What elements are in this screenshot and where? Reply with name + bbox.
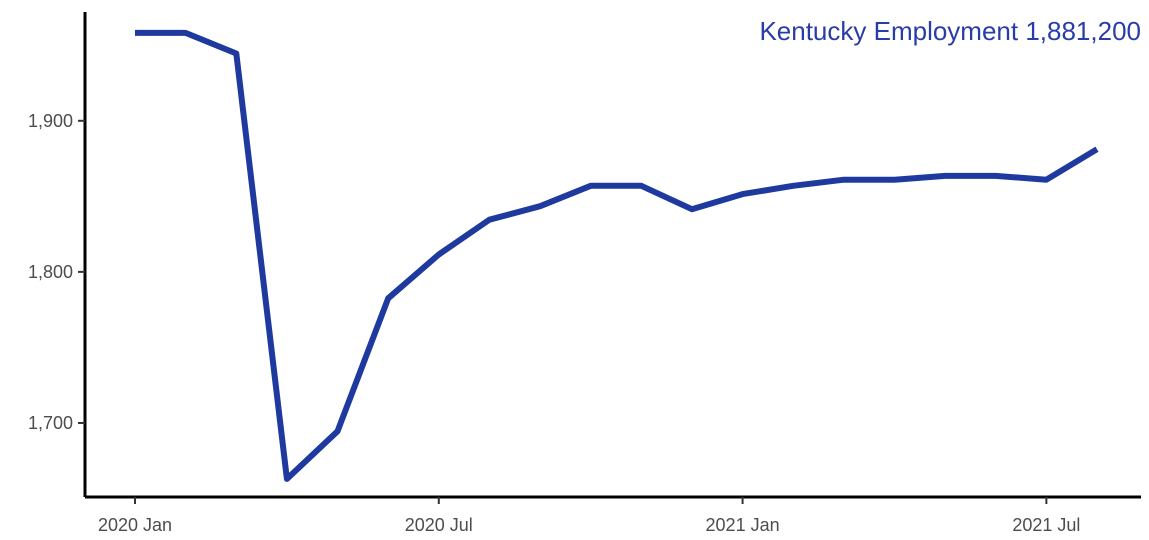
series-line [135,29,1099,482]
x-tick-label: 2021 Jul [1012,515,1080,535]
employment-annotation: Kentucky Employment 1,881,200 [759,16,1141,46]
y-axis: 1,700 1,800 1,900 [28,12,87,497]
x-axis: 2020 Jan 2020 Jul 2021 Jan 2021 Jul [85,495,1141,535]
x-tick-label: 2020 Jan [98,515,172,535]
y-tick-label: 1,700 [28,413,73,433]
y-tick-label: 1,800 [28,262,73,282]
series-group [135,29,1099,482]
x-tick-label: 2021 Jan [706,515,780,535]
y-tick-label: 1,900 [28,111,73,131]
x-tick-label: 2020 Jul [405,515,473,535]
